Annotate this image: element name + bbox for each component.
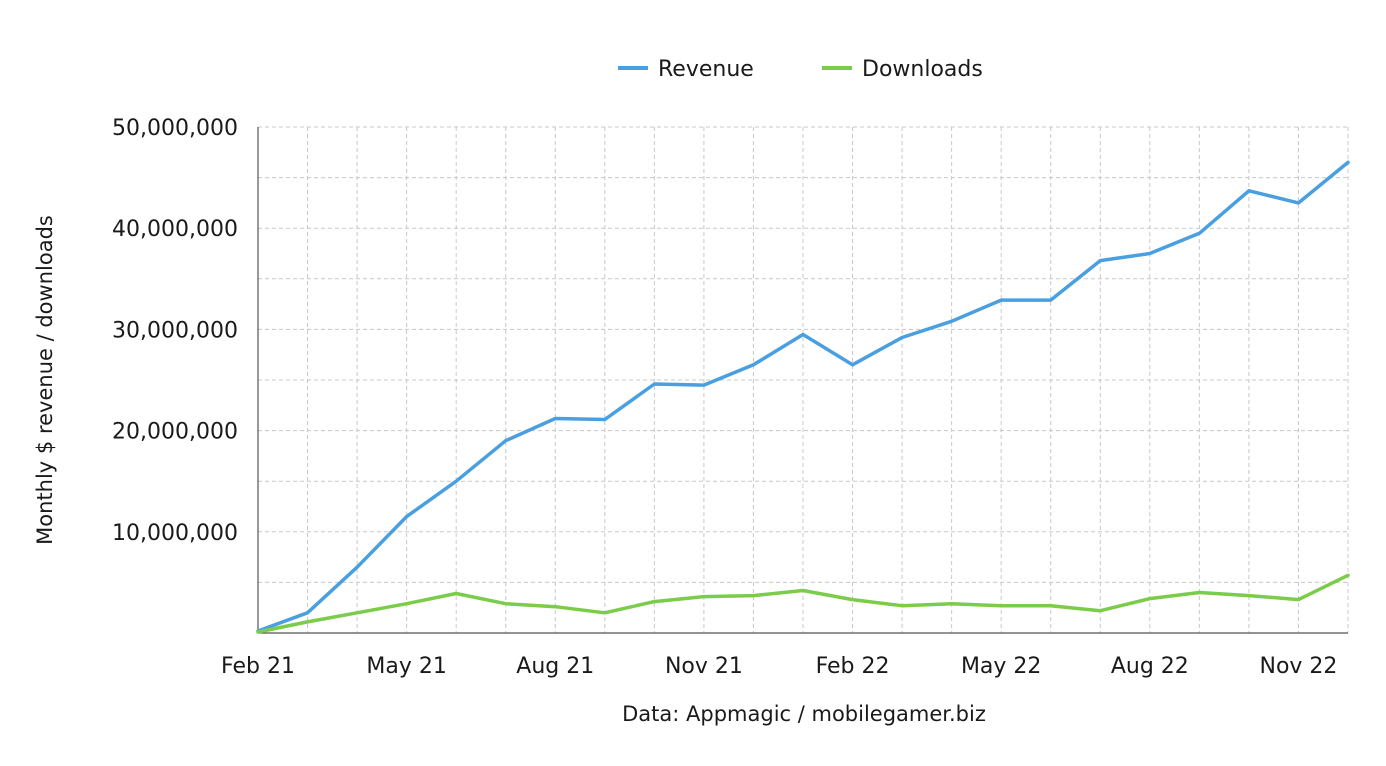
x-tick-label: May 21 [366, 654, 446, 679]
x-tick-label: Feb 22 [816, 654, 890, 679]
y-tick-label: 30,000,000 [112, 318, 238, 343]
axes [257, 127, 1348, 634]
legend-label-revenue: Revenue [658, 57, 754, 82]
x-tick-label: Feb 21 [221, 654, 295, 679]
x-tick-label: Nov 22 [1259, 654, 1337, 679]
legend: Revenue Downloads [618, 57, 983, 82]
x-tick-labels: Feb 21 May 21 Aug 21 Nov 21 Feb 22 May 22 Aug … [221, 654, 1337, 679]
source-note: Data: Appmagic / mobilegamer.biz [622, 702, 986, 726]
series-line-revenue [256, 160, 1350, 633]
y-axis-title: Monthly $ revenue / downloads [33, 215, 57, 545]
legend-label-downloads: Downloads [862, 57, 983, 82]
y-tick-label: 50,000,000 [112, 116, 238, 141]
x-tick-label: Nov 21 [665, 654, 743, 679]
y-tick-label: 20,000,000 [112, 420, 238, 445]
x-tick-label: May 22 [961, 654, 1041, 679]
x-tick-label: Aug 21 [516, 654, 594, 679]
y-tick-labels: 10,000,000 20,000,000 30,000,000 40,000,000… [112, 116, 238, 546]
series-line-downloads [256, 573, 1350, 634]
y-tick-label: 40,000,000 [112, 217, 238, 242]
y-tick-label: 10,000,000 [112, 521, 238, 546]
gridlines [257, 126, 1349, 633]
series-lines [256, 160, 1350, 634]
x-tick-label: Aug 22 [1111, 654, 1189, 679]
